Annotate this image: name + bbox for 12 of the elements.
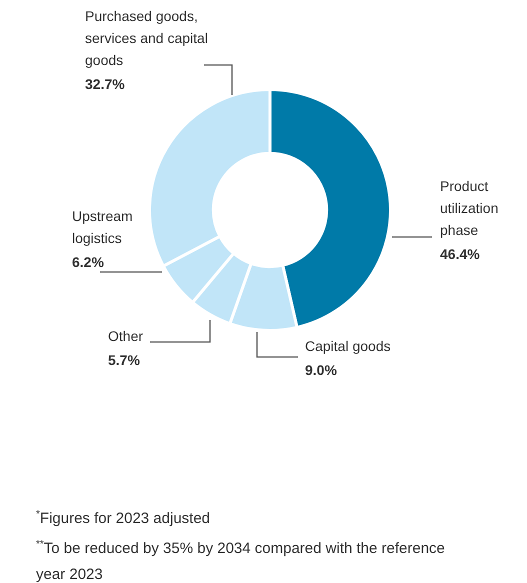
slice-label: Other xyxy=(108,328,144,344)
data-label: 46.4% xyxy=(440,246,480,262)
slice-label: Purchased goods, services and capital goods xyxy=(85,8,208,68)
slice-label: Capital goods xyxy=(305,338,391,354)
slice-label: Product utilization phase xyxy=(440,178,498,238)
data-label: 32.7% xyxy=(85,76,126,92)
data-label: 6.2% xyxy=(72,254,104,270)
slice-label: Upstream logistics xyxy=(72,208,133,246)
text: $^{**}$To be reduced by 35% by 2034 compared with the reference year 2023 xyxy=(36,538,446,583)
data-label: 9.0% xyxy=(305,362,338,378)
text: $^{*}$Figures for 2023 adjusted xyxy=(36,508,212,529)
data-label: 5.7% xyxy=(108,352,140,368)
